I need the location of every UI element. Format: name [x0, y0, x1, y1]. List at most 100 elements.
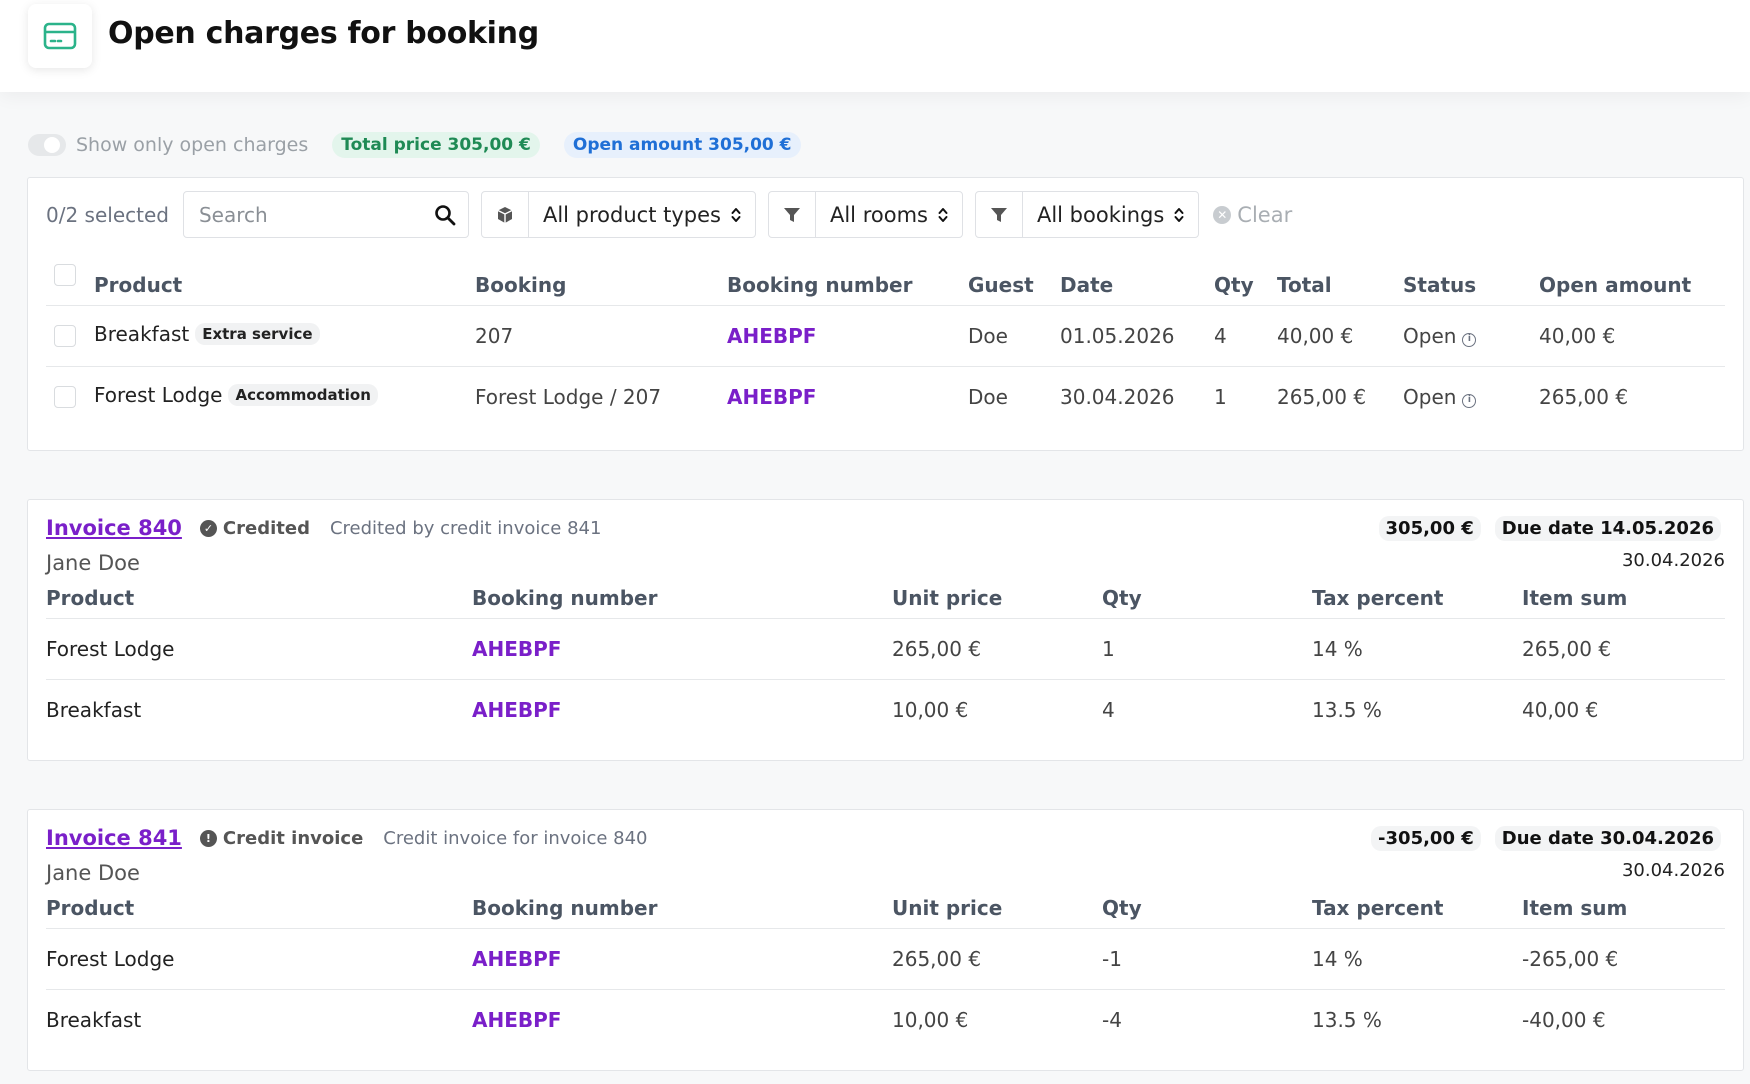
- tax-cell: 14 %: [1312, 637, 1363, 661]
- invoice-description: Credit invoice for invoice 840: [383, 827, 648, 849]
- column-header: Total: [1277, 273, 1332, 297]
- invoice-link[interactable]: Invoice 841: [46, 826, 182, 850]
- booking-select[interactable]: All bookings: [1023, 192, 1198, 237]
- room-filter[interactable]: All rooms: [767, 191, 963, 238]
- column-header: Status: [1403, 273, 1477, 297]
- clear-label: Clear: [1237, 202, 1293, 227]
- status-cell: Open i: [1403, 324, 1477, 348]
- filter-icon: [976, 192, 1023, 237]
- column-header: Tax percent: [1312, 896, 1444, 920]
- search-input[interactable]: [198, 203, 419, 227]
- open-charges-toggle[interactable]: [28, 134, 66, 156]
- check-circle-icon: ✓: [199, 519, 217, 537]
- column-header: Qty: [1102, 586, 1142, 610]
- invoice-status: ! Credit invoice: [199, 828, 363, 849]
- column-header: Item sum: [1522, 896, 1628, 920]
- booking-value: All bookings: [1036, 202, 1165, 227]
- invoice-card: Invoice 840 ✓ Credited Credited by credit…: [27, 499, 1744, 761]
- toggle-label: Show only open charges: [76, 134, 309, 156]
- invoice-header: Invoice 841 ! Credit invoice Credit invoi…: [46, 826, 648, 850]
- column-header: Unit price: [892, 896, 1003, 920]
- row-checkbox[interactable]: [54, 386, 76, 408]
- qty-cell: -4: [1102, 1008, 1122, 1032]
- product-name: Breakfast: [94, 322, 190, 346]
- booking-filter[interactable]: All bookings: [974, 191, 1200, 238]
- invoice-date: 30.04.2026: [1621, 860, 1725, 881]
- invoice-date: 30.04.2026: [1621, 550, 1725, 571]
- unit-price-cell: 10,00 €: [892, 698, 969, 722]
- total-cell: 40,00 €: [1277, 324, 1354, 348]
- column-header: Guest: [968, 273, 1034, 297]
- search-icon[interactable]: [434, 204, 456, 230]
- exclamation-circle-icon: !: [199, 829, 217, 847]
- select-all-checkbox[interactable]: [54, 264, 76, 286]
- clear-button[interactable]: ✕ Clear: [1213, 203, 1292, 227]
- item-sum-cell: 265,00 €: [1522, 637, 1612, 661]
- qty-cell: 4: [1102, 698, 1115, 722]
- item-sum-cell: -40,00 €: [1522, 1008, 1606, 1032]
- qty-cell: 1: [1102, 637, 1115, 661]
- sort-chevron-icon: [938, 207, 948, 222]
- unit-price-cell: 10,00 €: [892, 1008, 969, 1032]
- invoice-status-label: Credited: [222, 517, 310, 539]
- table-row[interactable]: Breakfast Extra service 207 AHEBPF Doe 01…: [46, 306, 1725, 367]
- product-cell: Breakfast: [46, 1008, 142, 1032]
- booking-number-link[interactable]: AHEBPF: [727, 324, 817, 348]
- date-cell: 01.05.2026: [1060, 324, 1175, 348]
- room-select[interactable]: All rooms: [816, 192, 962, 237]
- summary-row: Show only open charges Total price 305,0…: [28, 130, 825, 160]
- invoice-header: Invoice 840 ✓ Credited Credited by credit…: [46, 516, 601, 540]
- table-row: Breakfast AHEBPF 10,00 € 4 13.5 % 40,00 …: [46, 680, 1725, 741]
- box-icon: [482, 192, 529, 237]
- sort-chevron-icon: [1174, 207, 1184, 222]
- booking-cell: Forest Lodge / 207: [475, 385, 662, 409]
- tax-cell: 13.5 %: [1312, 698, 1382, 722]
- open-amount-badge: Open amount 305,00 €: [563, 132, 801, 158]
- invoice-items-table: Product Booking number Unit price Qty Ta…: [46, 583, 1725, 741]
- toggle-knob: [44, 137, 60, 153]
- sort-chevron-icon: [731, 207, 741, 222]
- guest-cell: Doe: [968, 385, 1008, 409]
- invoice-status: ✓ Credited: [199, 517, 310, 539]
- unit-price-cell: 265,00 €: [892, 947, 982, 971]
- table-header: Product Booking number Unit price Qty Ta…: [46, 583, 1725, 619]
- info-icon[interactable]: i: [1462, 394, 1477, 408]
- booking-number-link[interactable]: AHEBPF: [472, 637, 562, 661]
- product-type-badge: Accommodation: [228, 384, 378, 406]
- column-header: Product: [46, 896, 135, 920]
- info-icon[interactable]: i: [1462, 333, 1477, 347]
- booking-cell: 207: [475, 324, 514, 348]
- open-amount-cell: 40,00 €: [1539, 324, 1616, 348]
- table-header: Product Booking Booking number Guest Dat…: [46, 264, 1725, 306]
- column-header: Booking number: [472, 586, 658, 610]
- item-sum-cell: -265,00 €: [1522, 947, 1619, 971]
- column-header: Unit price: [892, 586, 1003, 610]
- table-header: Product Booking number Unit price Qty Ta…: [46, 893, 1725, 929]
- table-row: Forest Lodge AHEBPF 265,00 € -1 14 % -26…: [46, 929, 1725, 990]
- booking-number-link[interactable]: AHEBPF: [472, 947, 562, 971]
- row-checkbox[interactable]: [54, 325, 76, 347]
- product-type-filter[interactable]: All product types: [480, 191, 756, 238]
- column-header: Open amount: [1539, 273, 1692, 297]
- filter-bar: 0/2 selected All product types All rooms: [46, 191, 1292, 238]
- booking-number-link[interactable]: AHEBPF: [472, 1008, 562, 1032]
- invoice-card: Invoice 841 ! Credit invoice Credit invoi…: [27, 809, 1744, 1071]
- booking-number-link[interactable]: AHEBPF: [727, 385, 817, 409]
- invoice-amounts: -305,00 € Due date 30.04.2026: [1357, 826, 1721, 851]
- page-title: Open charges for booking: [108, 16, 539, 51]
- booking-number-link[interactable]: AHEBPF: [472, 698, 562, 722]
- open-charges-card: 0/2 selected All product types All rooms: [27, 177, 1744, 451]
- column-header: Item sum: [1522, 586, 1628, 610]
- column-header: Qty: [1214, 273, 1254, 297]
- status-label: Open: [1403, 324, 1457, 348]
- credit-card-icon: [28, 4, 92, 68]
- product-type-badge: Extra service: [195, 323, 320, 345]
- product-type-value: All product types: [542, 202, 721, 227]
- charges-table: Product Booking Booking number Guest Dat…: [46, 264, 1725, 428]
- column-header: Qty: [1102, 896, 1142, 920]
- invoice-link[interactable]: Invoice 840: [46, 516, 182, 540]
- product-type-select[interactable]: All product types: [529, 192, 755, 237]
- table-row[interactable]: Forest Lodge Accommodation Forest Lodge /…: [46, 367, 1725, 428]
- product-name: Forest Lodge: [94, 383, 223, 407]
- product-cell: Forest Lodge: [46, 947, 175, 971]
